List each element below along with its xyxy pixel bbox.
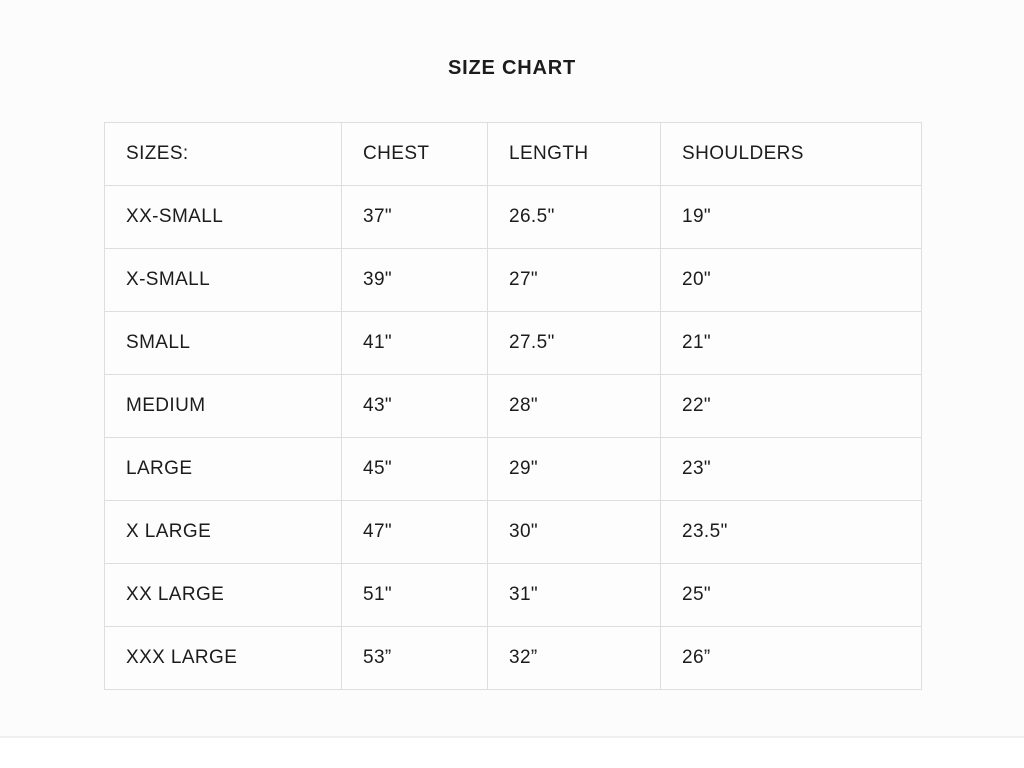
size-chart-table: SIZES: CHEST LENGTH SHOULDERS XX-SMALL 37" 26… (104, 122, 922, 690)
size-chart-container: SIZES: CHEST LENGTH SHOULDERS XX-SMALL 37" 26… (104, 122, 922, 690)
column-header: SIZES: (104, 122, 342, 186)
measurement-cell: 27.5" (487, 311, 661, 375)
measurement-cell: 19" (660, 185, 922, 249)
table-row: XXX LARGE 53” 32” 26” (104, 626, 922, 690)
size-label-cell: XX LARGE (104, 563, 342, 627)
table-body: XX-SMALL 37" 26.5" 19" X-SMALL 39" 27" 20" SMALL… (104, 185, 922, 690)
header-row: SIZES: CHEST LENGTH SHOULDERS (104, 122, 922, 186)
page-title: SIZE CHART (448, 57, 576, 79)
table-row: SMALL 41" 27.5" 21" (104, 311, 922, 375)
measurement-cell: 20" (660, 248, 922, 312)
measurement-cell: 29" (487, 437, 661, 501)
measurement-cell: 30" (487, 500, 661, 564)
measurement-cell: 43" (341, 374, 488, 438)
size-label-cell: SMALL (104, 311, 342, 375)
size-label-cell: XX-SMALL (104, 185, 342, 249)
measurement-cell: 37" (341, 185, 488, 249)
measurement-cell: 39" (341, 248, 488, 312)
table-row: XX LARGE 51" 31" 25" (104, 563, 922, 627)
table-row: MEDIUM 43" 28" 22" (104, 374, 922, 438)
size-label-cell: XXX LARGE (104, 626, 342, 690)
column-header: LENGTH (487, 122, 661, 186)
size-label-cell: LARGE (104, 437, 342, 501)
measurement-cell: 32” (487, 626, 661, 690)
measurement-cell: 21" (660, 311, 922, 375)
measurement-cell: 45" (341, 437, 488, 501)
measurement-cell: 23" (660, 437, 922, 501)
section-divider (0, 736, 1024, 738)
measurement-cell: 27" (487, 248, 661, 312)
size-label-cell: X-SMALL (104, 248, 342, 312)
measurement-cell: 53” (341, 626, 488, 690)
table-header: SIZES: CHEST LENGTH SHOULDERS (104, 122, 922, 186)
measurement-cell: 41" (341, 311, 488, 375)
column-header: CHEST (341, 122, 488, 186)
measurement-cell: 25" (660, 563, 922, 627)
measurement-cell: 47" (341, 500, 488, 564)
size-label-cell: MEDIUM (104, 374, 342, 438)
measurement-cell: 26.5" (487, 185, 661, 249)
page-footer-area (0, 738, 1024, 768)
table-row: LARGE 45" 29" 23" (104, 437, 922, 501)
column-header: SHOULDERS (660, 122, 922, 186)
measurement-cell: 28" (487, 374, 661, 438)
measurement-cell: 22" (660, 374, 922, 438)
table-row: X-SMALL 39" 27" 20" (104, 248, 922, 312)
measurement-cell: 51" (341, 563, 488, 627)
measurement-cell: 26” (660, 626, 922, 690)
table-row: XX-SMALL 37" 26.5" 19" (104, 185, 922, 249)
table-row: X LARGE 47" 30" 23.5" (104, 500, 922, 564)
size-label-cell: X LARGE (104, 500, 342, 564)
measurement-cell: 23.5" (660, 500, 922, 564)
measurement-cell: 31" (487, 563, 661, 627)
